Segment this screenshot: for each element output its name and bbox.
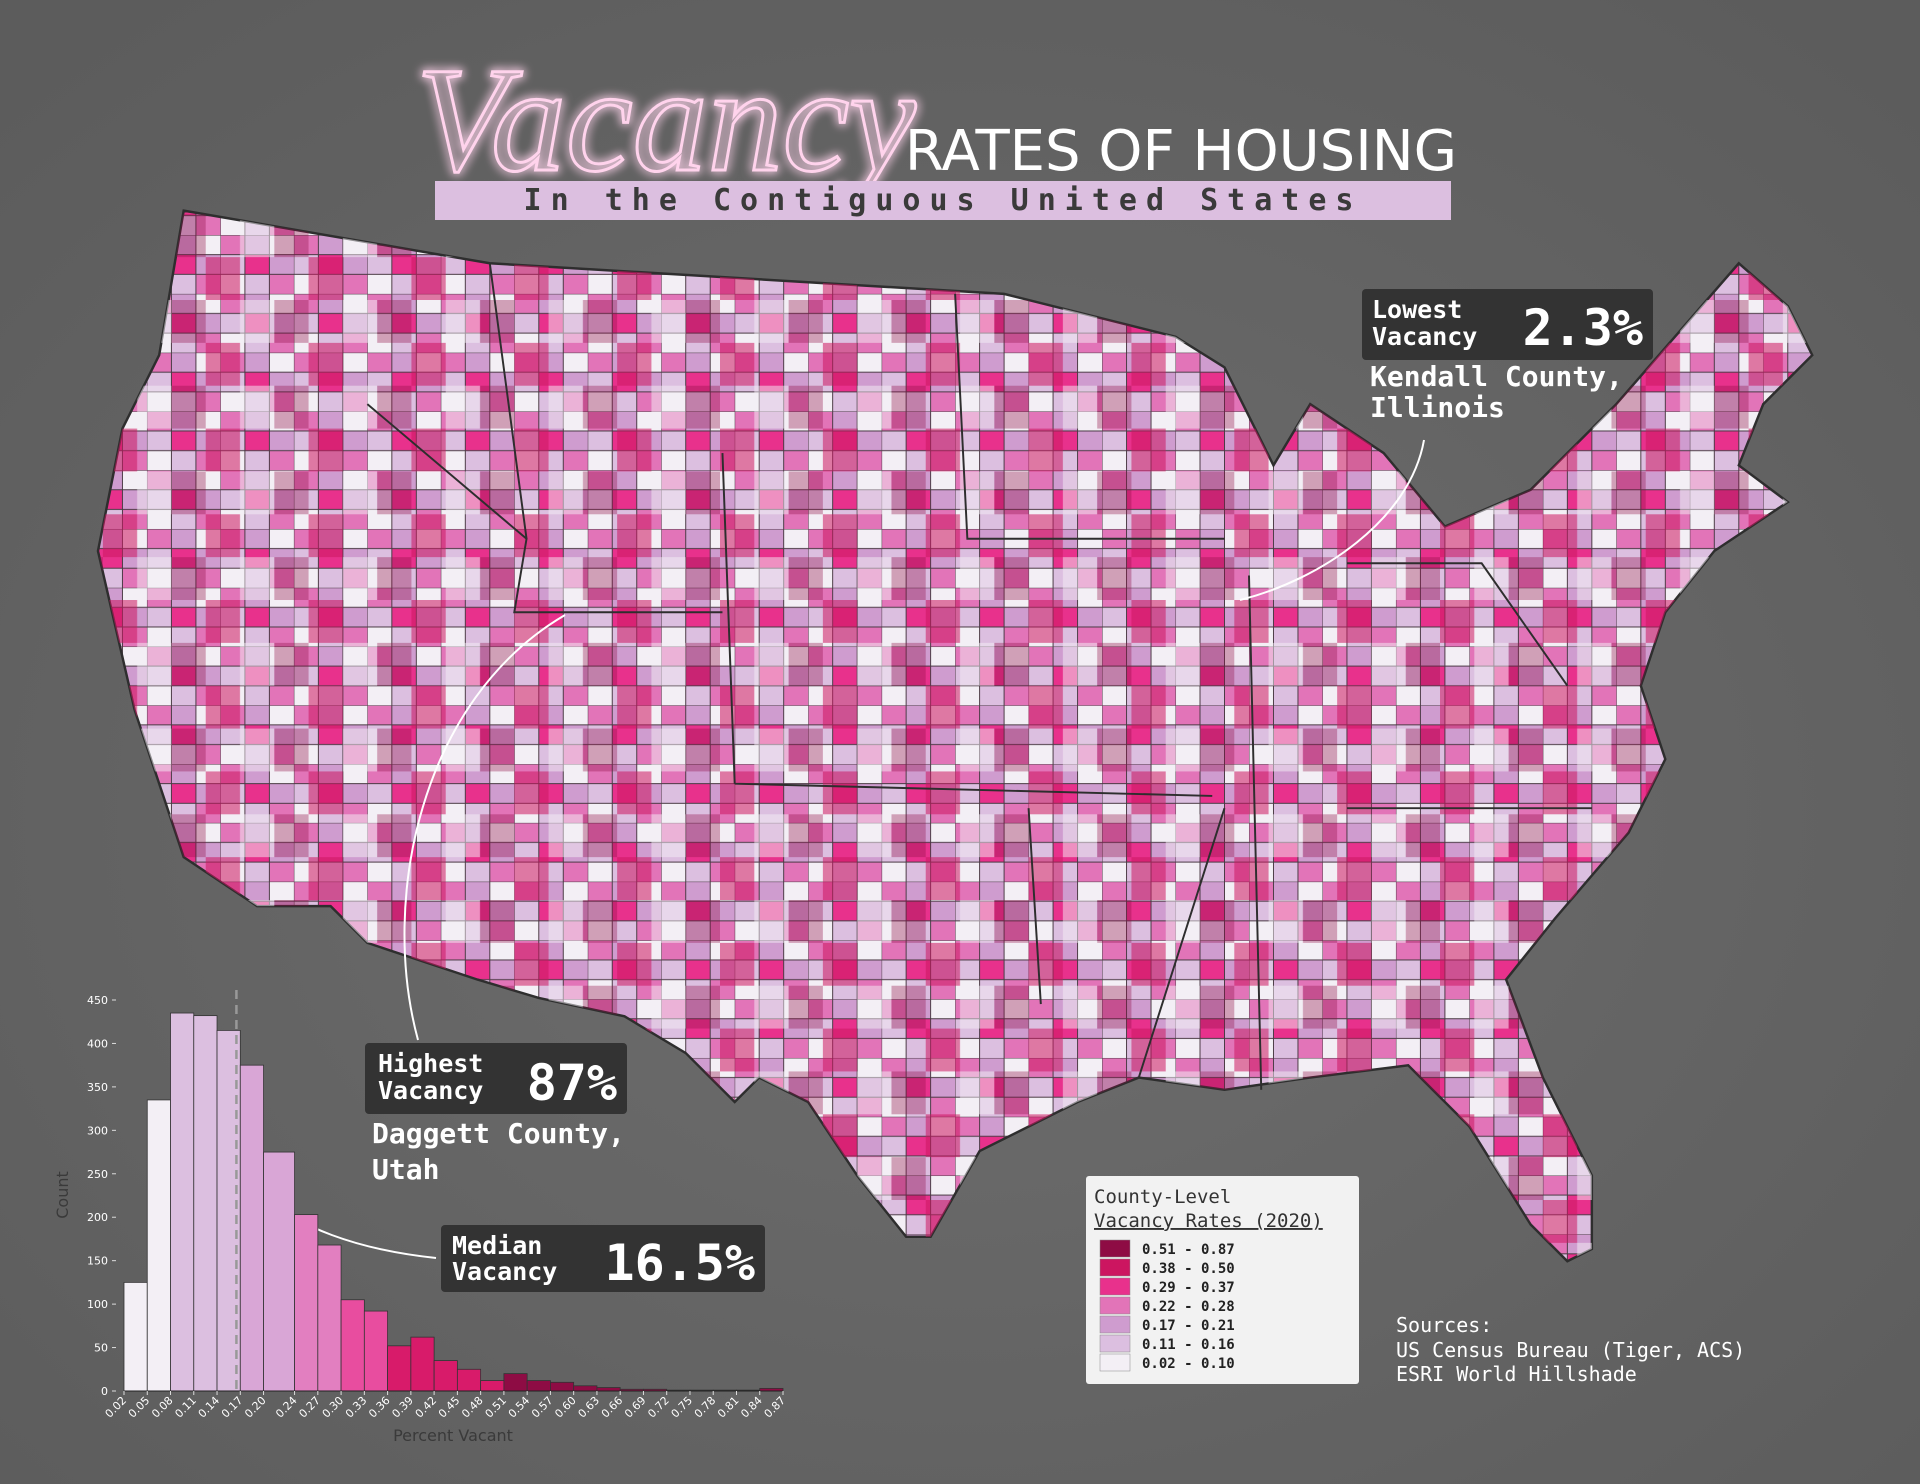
bar (263, 1151, 295, 1392)
connector (1239, 439, 1425, 601)
bar (433, 1360, 458, 1392)
legend-label: 0.38 - 0.50 (1142, 1261, 1235, 1277)
annotation-label: Vacancy (452, 1257, 557, 1286)
y-tick-label: 50 (94, 1342, 108, 1355)
subtitle-band (435, 181, 1451, 220)
bar (456, 1368, 482, 1392)
annotation-label: Highest (378, 1049, 483, 1078)
legend-items: 0.51 - 0.87 0.38 - 0.50 0.29 - 0.37 0.22 - … (1099, 1239, 1235, 1372)
source-line: ESRI World Hillshade (1396, 1362, 1637, 1386)
source-line: US Census Bureau (Tiger, ACS) (1396, 1338, 1745, 1362)
legend-swatch (1099, 1258, 1131, 1277)
bar (193, 1015, 218, 1392)
bar (340, 1299, 365, 1392)
y-tick-label: 150 (87, 1255, 108, 1268)
y-tick-label: 300 (87, 1124, 108, 1137)
annotation-box (1362, 289, 1653, 360)
legend-label: 0.02 - 0.10 (1142, 1356, 1235, 1372)
connector (403, 614, 566, 1041)
legend-label: 0.22 - 0.28 (1142, 1299, 1235, 1315)
y-axis-label: Count (53, 1171, 72, 1219)
us-map (96, 209, 1814, 1263)
annotation-place: Kendall County, (1370, 360, 1623, 393)
annotation-place: Utah (372, 1153, 439, 1186)
y-tick-label: 0 (101, 1385, 108, 1398)
legend-swatch (1099, 1315, 1131, 1334)
annotation-label: Lowest (1372, 295, 1462, 324)
bar (170, 1012, 195, 1392)
annotation-box (365, 1043, 627, 1114)
annotation-label: Vacancy (1372, 322, 1477, 351)
sources-title: Sources: (1396, 1313, 1492, 1337)
bar (550, 1381, 575, 1392)
legend-title: Vacancy Rates (2020) (1094, 1210, 1323, 1232)
legend-swatch (1099, 1334, 1131, 1353)
annotation-place: Daggett County, (372, 1117, 625, 1150)
legend-label: 0.51 - 0.87 (1142, 1242, 1235, 1258)
legend-swatch (1099, 1353, 1131, 1372)
legend-title: County-Level (1094, 1186, 1231, 1208)
legend-swatch (1099, 1277, 1131, 1296)
title: RATES OF HOUSING (905, 119, 1457, 184)
legend-label: 0.17 - 0.21 (1142, 1318, 1235, 1334)
annotation-label: Vacancy (378, 1076, 483, 1105)
legend-label: 0.29 - 0.37 (1142, 1280, 1235, 1296)
annotation-box (441, 1225, 765, 1292)
annotation-value: 87% (527, 1054, 617, 1112)
bar (387, 1345, 412, 1392)
annotation-value: 2.3% (1523, 299, 1643, 357)
y-tick-label: 250 (87, 1168, 108, 1181)
bar (146, 1099, 171, 1392)
legend-swatch (1099, 1239, 1131, 1258)
bar (239, 1064, 264, 1392)
county-overlay (97, 210, 1813, 1262)
legend-label: 0.11 - 0.16 (1142, 1337, 1235, 1353)
bar (503, 1373, 528, 1392)
bar (123, 1281, 148, 1392)
bar (363, 1310, 389, 1392)
subtitle: In the Contiguous United States (524, 183, 1363, 218)
bar (596, 1387, 621, 1392)
bar (480, 1380, 505, 1392)
bar (294, 1214, 319, 1392)
bar (410, 1336, 435, 1392)
legend-box (1086, 1176, 1359, 1384)
y-tick-label: 400 (87, 1037, 108, 1050)
y-tick-label: 100 (87, 1298, 108, 1311)
y-tick-label: 350 (87, 1081, 108, 1094)
bar (526, 1380, 551, 1392)
legend-swatch (1099, 1296, 1131, 1315)
annotation-value: 16.5% (604, 1234, 755, 1292)
x-axis-label: Percent Vacant (393, 1426, 513, 1445)
bar (317, 1244, 342, 1392)
annotation-place: Illinois (1370, 391, 1505, 424)
annotation-label: Median (452, 1231, 542, 1260)
y-tick-label: 200 (87, 1211, 108, 1224)
bar (573, 1385, 598, 1392)
y-tick-label: 450 (87, 994, 108, 1007)
state-borders (366, 263, 1592, 1090)
title-script: Vacancy (416, 37, 916, 203)
